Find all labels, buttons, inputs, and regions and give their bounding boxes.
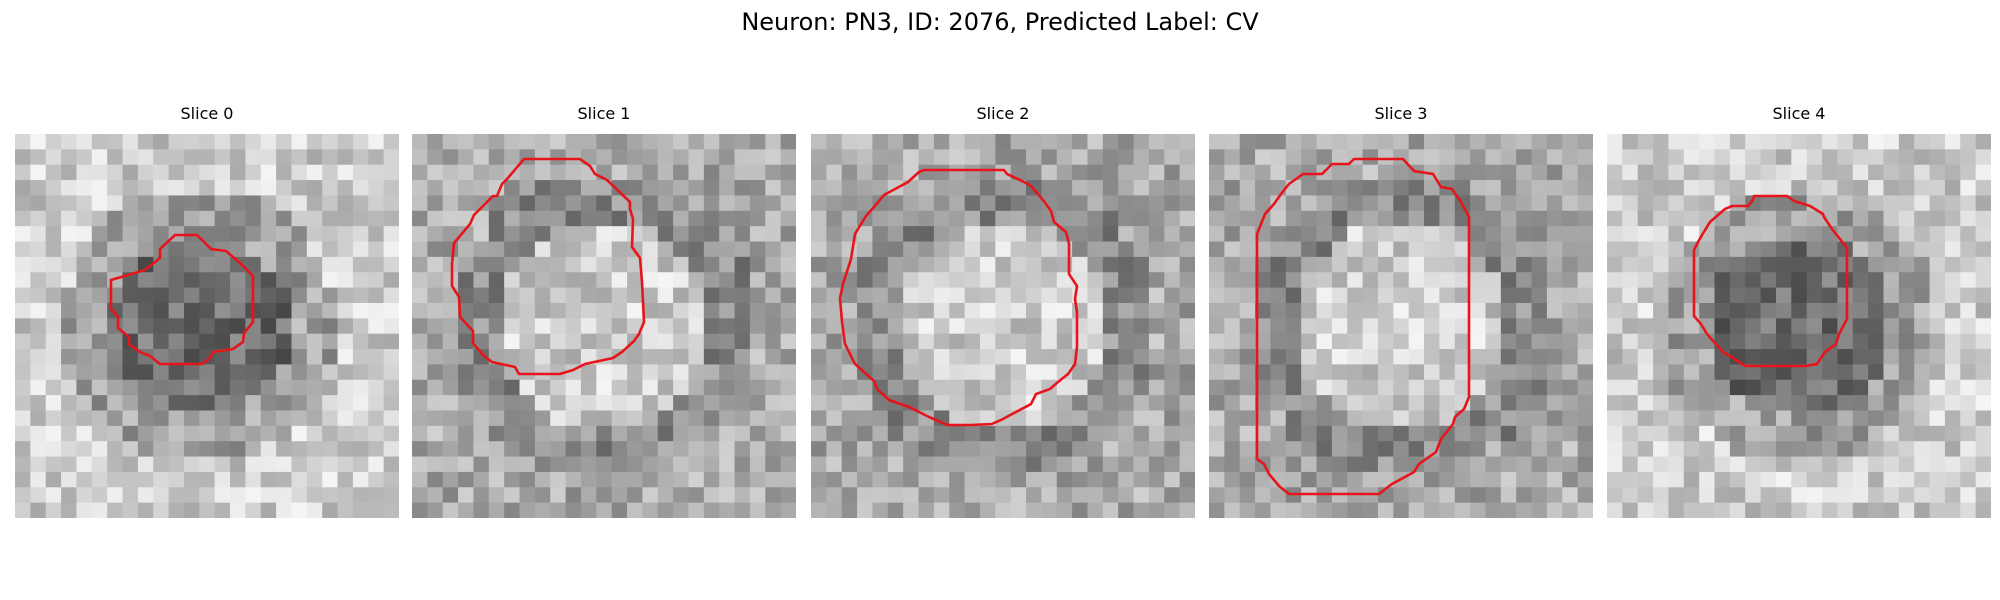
grayscale-pixels xyxy=(1209,134,1593,518)
slice-image-0 xyxy=(15,134,399,518)
slice-image-3 xyxy=(1209,134,1593,518)
slice-title-4: Slice 4 xyxy=(1772,104,1826,123)
slice-image-2 xyxy=(811,134,1195,518)
segmentation-contour xyxy=(1692,194,1849,368)
slice-panel-1: Slice 1 xyxy=(412,104,796,518)
slice-image-1 xyxy=(412,134,796,518)
segmentation-contour xyxy=(109,233,255,366)
slice-title-3: Slice 3 xyxy=(1374,104,1428,123)
segmentation-contour xyxy=(1255,157,1471,496)
segmentation-contour xyxy=(838,168,1079,427)
slice-image-4 xyxy=(1607,134,1991,518)
slice-panel-3: Slice 3 xyxy=(1209,104,1593,518)
segmentation-contour xyxy=(450,157,646,376)
grayscale-pixels xyxy=(412,134,796,518)
slice-panel-4: Slice 4 xyxy=(1607,104,1991,518)
grayscale-pixels xyxy=(15,134,399,518)
slice-title-0: Slice 0 xyxy=(180,104,234,123)
slice-title-2: Slice 2 xyxy=(976,104,1030,123)
slice-panel-0: Slice 0 xyxy=(15,104,399,518)
figure-title: Neuron: PN3, ID: 2076, Predicted Label: … xyxy=(741,8,1259,36)
slice-panel-2: Slice 2 xyxy=(811,104,1195,518)
slice-title-1: Slice 1 xyxy=(577,104,631,123)
grayscale-pixels xyxy=(1607,134,1991,518)
grayscale-pixels xyxy=(811,134,1195,518)
